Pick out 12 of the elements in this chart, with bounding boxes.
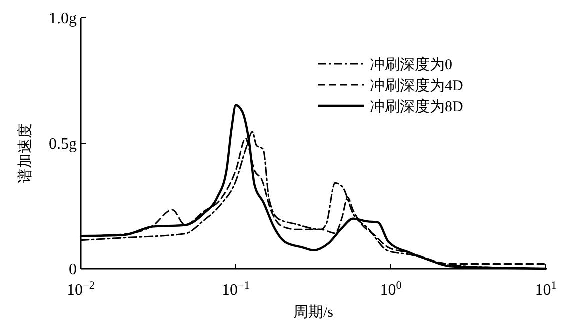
x-tick-label: 10$^{−1}$: [222, 280, 250, 299]
x-axis-title: 周期/s: [293, 304, 334, 321]
y-tick-label: 0: [69, 262, 77, 279]
legend-label: 冲刷深度为4D: [370, 77, 464, 94]
y-axis-title: 谱加速度: [17, 124, 34, 184]
x-tick-label: 10$^{1}$: [535, 280, 557, 299]
legend-label: 冲刷深度为8D: [370, 98, 464, 116]
legend-label: 冲刷深度为0: [370, 56, 452, 74]
x-tick-label: 10$^{0}$: [380, 280, 402, 299]
x-tick-label: 10$^{−2}$: [67, 280, 95, 299]
y-tick-label: 1.0g: [49, 10, 77, 28]
y-tick-label: 0.5g: [49, 136, 77, 154]
